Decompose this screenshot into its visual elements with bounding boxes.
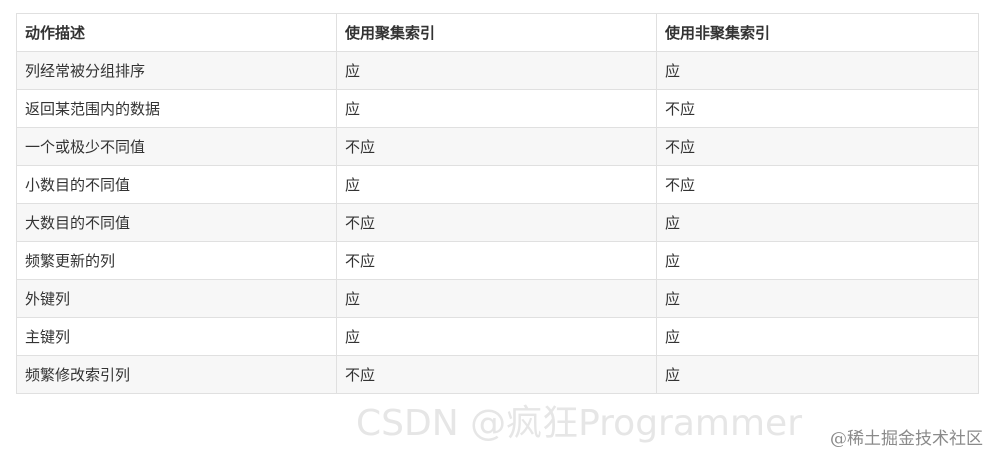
header-cell: 使用聚集索引 — [336, 13, 657, 52]
header-cell: 使用非聚集索引 — [656, 13, 979, 52]
table-cell: 应 — [656, 51, 979, 90]
table-header-row: 动作描述 使用聚集索引 使用非聚集索引 — [16, 13, 979, 52]
table-row: 频繁更新的列 不应应 — [16, 241, 979, 280]
table-cell: 主键列 — [16, 317, 337, 356]
table-cell: 大数目的不同值 — [16, 203, 337, 242]
table-cell: 应 — [336, 51, 657, 90]
index-comparison-table: 动作描述 使用聚集索引 使用非聚集索引 列经常被分组排序应应返回某范围内的数据应… — [16, 13, 979, 394]
table-cell: 返回某范围内的数据 — [16, 89, 337, 128]
table-row: 大数目的不同值 不应应 — [16, 203, 979, 242]
table-cell: 不应 — [336, 355, 657, 394]
table-row: 频繁修改索引列 不应应 — [16, 355, 979, 394]
table-row: 列经常被分组排序应应 — [16, 51, 979, 90]
table-cell: 应 — [336, 317, 657, 356]
table-cell: 不应 — [336, 203, 657, 242]
table-cell: 应 — [656, 241, 979, 280]
csdn-watermark: CSDN @疯狂Programmer — [356, 403, 802, 444]
table-cell: 不应 — [656, 165, 979, 204]
table-row: 外键列应应 — [16, 279, 979, 318]
table-cell: 不应 — [656, 127, 979, 166]
table-row: 返回某范围内的数据应不应 — [16, 89, 979, 128]
table-row: 一个或极少不同值 不应 不应 — [16, 127, 979, 166]
table-cell: 应 — [656, 279, 979, 318]
table-row: 小数目的不同值应不应 — [16, 165, 979, 204]
table-cell: 频繁修改索引列 — [16, 355, 337, 394]
table-cell: 列经常被分组排序 — [16, 51, 337, 90]
table-cell: 应 — [656, 203, 979, 242]
table-cell: 应 — [336, 89, 657, 128]
table-cell: 应 — [656, 317, 979, 356]
table-cell: 一个或极少不同值 — [16, 127, 337, 166]
table-cell: 不应 — [336, 241, 657, 280]
table-cell: 频繁更新的列 — [16, 241, 337, 280]
table-cell: 应 — [656, 355, 979, 394]
table-cell: 应 — [336, 165, 657, 204]
table-cell: 小数目的不同值 — [16, 165, 337, 204]
table-cell: 外键列 — [16, 279, 337, 318]
table-row: 主键列应应 — [16, 317, 979, 356]
juejin-watermark: @稀土掘金技术社区 — [830, 429, 983, 449]
table-cell: 应 — [336, 279, 657, 318]
table-cell: 不应 — [336, 127, 657, 166]
header-cell: 动作描述 — [16, 13, 337, 52]
table-cell: 不应 — [656, 89, 979, 128]
